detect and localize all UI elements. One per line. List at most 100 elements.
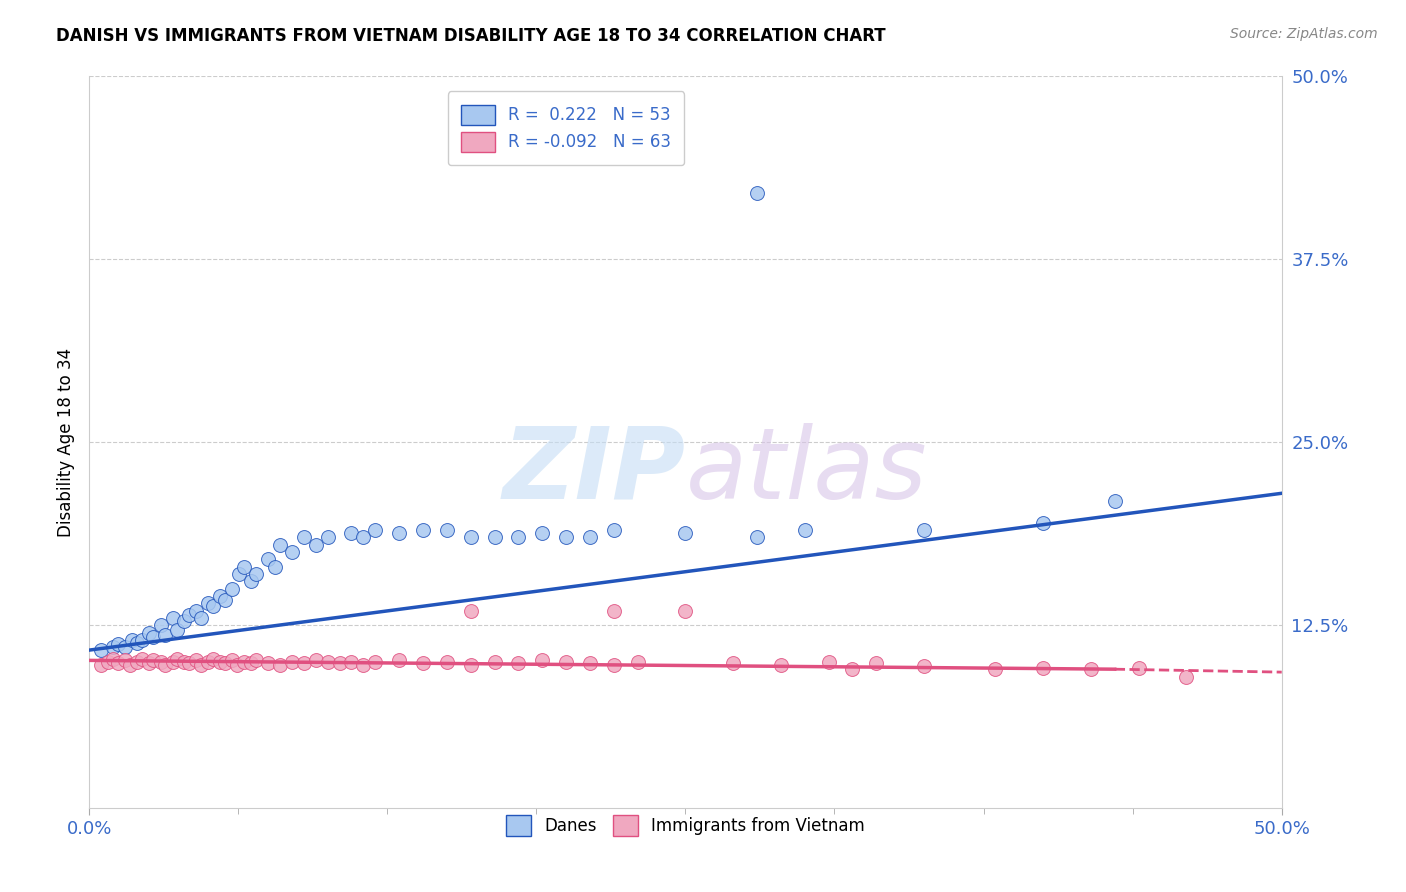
Point [257, 657, 280, 671]
Point [841, 662, 863, 676]
Point [245, 566, 267, 581]
Point [484, 655, 506, 669]
Point [1175, 669, 1198, 683]
Point [233, 559, 256, 574]
Point [214, 657, 236, 671]
Point [340, 655, 363, 669]
Point [166, 623, 188, 637]
Point [603, 657, 626, 672]
Point [388, 525, 411, 540]
Point [179, 607, 201, 622]
Point [508, 530, 530, 544]
Point [531, 525, 554, 540]
Point [221, 582, 243, 596]
Point [125, 655, 148, 669]
Point [328, 657, 350, 671]
Point [364, 523, 387, 537]
Point [412, 657, 434, 671]
Point [281, 545, 304, 559]
Point [173, 614, 195, 628]
Point [531, 653, 554, 667]
Point [114, 640, 136, 655]
Point [603, 523, 626, 537]
Point [555, 655, 578, 669]
Point [240, 657, 263, 671]
Point [173, 655, 195, 669]
Text: Source: ZipAtlas.com: Source: ZipAtlas.com [1230, 27, 1378, 41]
Point [186, 603, 208, 617]
Point [209, 655, 232, 669]
Point [155, 628, 177, 642]
Point [131, 652, 153, 666]
Point [745, 186, 768, 200]
Point [388, 653, 411, 667]
Point [579, 657, 602, 671]
Point [97, 655, 120, 669]
Point [125, 636, 148, 650]
Point [292, 530, 315, 544]
Y-axis label: Disability Age 18 to 34: Disability Age 18 to 34 [58, 347, 75, 537]
Point [226, 657, 249, 672]
Point [305, 538, 328, 552]
Point [149, 618, 172, 632]
Point [769, 657, 792, 672]
Point [269, 657, 291, 672]
Point [202, 652, 225, 666]
Point [190, 657, 212, 672]
Point [233, 655, 256, 669]
Point [984, 662, 1007, 676]
Point [114, 653, 136, 667]
Point [1032, 661, 1054, 675]
Point [484, 530, 506, 544]
Point [209, 589, 232, 603]
Point [579, 530, 602, 544]
Point [460, 657, 482, 672]
Point [107, 657, 129, 671]
Point [673, 525, 696, 540]
Point [121, 632, 143, 647]
Point [186, 653, 208, 667]
Point [179, 657, 201, 671]
Point [214, 593, 236, 607]
Point [101, 652, 124, 666]
Point [721, 657, 744, 671]
Point [793, 523, 815, 537]
Point [292, 657, 315, 671]
Point [190, 611, 212, 625]
Point [166, 652, 188, 666]
Point [155, 657, 177, 672]
Text: atlas: atlas [685, 423, 927, 520]
Point [101, 640, 124, 655]
Point [228, 566, 250, 581]
Point [257, 552, 280, 566]
Point [460, 530, 482, 544]
Point [142, 653, 165, 667]
Point [555, 530, 578, 544]
Legend: Danes, Immigrants from Vietnam: Danes, Immigrants from Vietnam [498, 807, 873, 844]
Point [90, 643, 112, 657]
Point [436, 655, 458, 669]
Point [221, 653, 243, 667]
Point [603, 603, 626, 617]
Point [162, 655, 184, 669]
Text: DANISH VS IMMIGRANTS FROM VIETNAM DISABILITY AGE 18 TO 34 CORRELATION CHART: DANISH VS IMMIGRANTS FROM VIETNAM DISABI… [56, 27, 886, 45]
Point [138, 657, 160, 671]
Point [316, 530, 339, 544]
Point [817, 655, 839, 669]
Text: ZIP: ZIP [502, 423, 685, 520]
Point [131, 632, 153, 647]
Point [197, 655, 219, 669]
Point [118, 657, 141, 672]
Point [197, 596, 219, 610]
Point [673, 603, 696, 617]
Point [1032, 516, 1054, 530]
Point [202, 599, 225, 614]
Point [460, 603, 482, 617]
Point [142, 630, 165, 644]
Point [912, 659, 935, 673]
Point [149, 655, 172, 669]
Point [269, 538, 291, 552]
Point [1128, 661, 1150, 675]
Point [865, 657, 887, 671]
Point [240, 574, 263, 589]
